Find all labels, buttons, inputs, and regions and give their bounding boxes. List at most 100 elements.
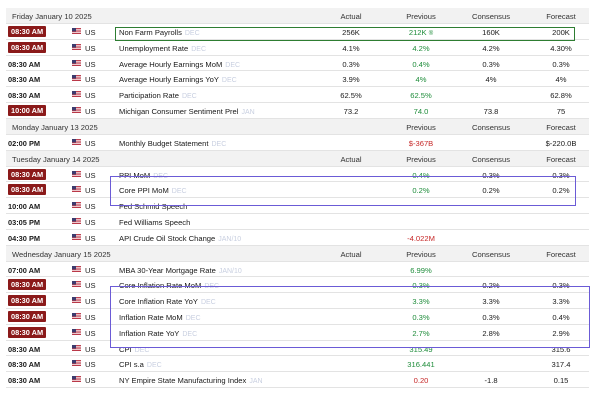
event-forecast: 75 [556,106,566,116]
us-flag-icon [72,297,81,304]
event-name[interactable]: Average Hourly Earnings YoY DEC [119,75,237,84]
event-consensus: -1.8 [484,376,498,386]
event-name-text[interactable]: Core Inflation Rate MoM [119,281,202,291]
event-name[interactable]: NY Empire State Manufacturing Index JAN [119,376,263,385]
event-forecast: 2.9% [552,328,570,338]
event-name-text[interactable]: Inflation Rate YoY [119,328,180,338]
us-flag-icon [72,106,81,113]
event-previous-value: 0.3% [412,281,430,291]
us-flag-icon [72,75,81,82]
event-name-text[interactable]: CPI [119,344,132,354]
day-header: Wednesday January 15 2025 Actual Previous C… [6,245,589,262]
event-row[interactable]: 08:30 AM US NY Empire State Manufacturing … [6,372,589,388]
event-row[interactable]: 07:00 AM US MBA 30-Year Mortgage Rate JAN/1… [6,262,589,278]
event-row[interactable]: 08:30 AM US Participation Rate DEC 62.5% 62.5… [6,87,589,103]
event-name[interactable]: Inflation Rate YoY DEC [119,329,197,338]
event-time: 07:00 AM [8,265,41,275]
event-row[interactable]: 08:30 AM US Inflation Rate MoM DEC 0.3% 0.3% 0… [6,309,589,325]
event-row[interactable]: 02:00 PM US Monthly Budget Statement DEC $-3… [6,135,589,151]
event-row[interactable]: 08:30 AM US CPI s.a DEC 316.441 317.4 [6,356,589,373]
event-name-text[interactable]: Michigan Consumer Sentiment Prel [119,106,239,116]
event-name[interactable]: Fed Schmid Speech [119,202,190,211]
event-country: US [85,281,96,291]
event-name[interactable]: PPI MoM DEC [119,171,168,180]
event-name-text[interactable]: Monthly Budget Statement [119,138,209,148]
event-row[interactable]: 08:30 AM US Core Inflation Rate YoY DEC 3.3%… [6,293,589,309]
event-forecast: 4% [555,75,567,85]
event-name-text[interactable]: Average Hourly Earnings MoM [119,59,223,69]
event-name-text[interactable]: Core Inflation Rate YoY [119,297,198,307]
event-name-text[interactable]: Average Hourly Earnings YoY [119,75,219,85]
header-previous: Previous [406,12,436,21]
event-previous: $-367B [376,139,466,148]
event-reference: DEC [191,45,207,53]
event-row[interactable]: 08:30 AM US Core Inflation Rate MoM DEC 0.3%… [6,277,589,294]
event-row[interactable]: 08:30 AM US Unemployment Rate DEC 4.1% 4.2% 4.… [6,40,589,56]
us-flag-icon [72,170,81,177]
event-previous-value: 0.20 [413,376,429,386]
event-name[interactable]: Fed Williams Speech [119,218,193,227]
event-name-text[interactable]: Fed Williams Speech [119,217,191,227]
event-actual: 4.1% [342,43,360,53]
event-previous: 0.4% [376,60,466,69]
event-name-text[interactable]: CPI s.a [119,360,144,370]
event-name-text[interactable]: Unemployment Rate [119,43,189,53]
event-name[interactable]: Core Inflation Rate MoM DEC [119,281,219,290]
event-name[interactable]: Core Inflation Rate YoY DEC [119,297,216,306]
event-row[interactable]: 08:30 AM US CPI DEC 315.49 315.6 [6,341,589,357]
event-name[interactable]: CPI DEC [119,345,149,354]
event-name-text[interactable]: NY Empire State Manufacturing Index [119,376,247,386]
event-name-text[interactable]: Fed Schmid Speech [119,202,188,212]
event-name[interactable]: Non Farm Payrolls DEC [119,28,200,37]
event-name-text[interactable]: Core PPI MoM [119,186,169,196]
event-previous: 316.441 [376,360,466,369]
event-name[interactable]: Michigan Consumer Sentiment Prel JAN [119,107,255,116]
header-consensus: Consensus [472,249,510,259]
event-name[interactable]: Monthly Budget Statement DEC [119,139,226,148]
event-row[interactable]: 08:30 AM US Inflation Rate YoY DEC 2.7% 2.8% 2… [6,325,589,341]
event-previous: 315.49 [376,345,466,354]
event-name[interactable]: Inflation Rate MoM DEC [119,313,201,322]
event-name-text[interactable]: Non Farm Payrolls [119,28,182,37]
event-name[interactable]: MBA 30-Year Mortgage Rate JAN/10 [119,266,242,275]
event-reference: DEC [185,314,201,322]
event-row[interactable]: 08:30 AM US Average Hourly Earnings YoY DEC… [6,71,589,88]
event-name-text[interactable]: Inflation Rate MoM [119,312,183,322]
event-consensus: 0.3% [482,59,500,69]
event-country: US [85,344,96,354]
event-row[interactable]: 08:30 AM US Average Hourly Earnings MoM DEC… [6,56,589,72]
day-date: Friday January 10 2025 [12,12,92,21]
event-name[interactable]: Core PPI MoM DEC [119,186,187,195]
event-forecast: 0.3% [552,59,570,69]
event-previous: 6.99% [376,266,466,275]
header-forecast: Forecast [546,154,576,164]
event-name-text[interactable]: API Crude Oil Stock Change [119,233,216,243]
event-consensus: 0.3% [482,312,500,322]
header-forecast: Forecast [546,12,576,21]
event-actual: 73.2 [343,106,359,116]
event-name-text[interactable]: PPI MoM [119,170,151,180]
event-time: 10:00 AM [8,104,46,116]
us-flag-icon [72,312,81,319]
event-row[interactable]: 04:30 PM US API Crude Oil Stock Change JAN/… [6,230,589,246]
event-country: US [85,28,96,37]
event-previous-value: 4% [415,75,427,85]
event-consensus: 4.2% [482,43,500,53]
event-row[interactable]: 08:30 AM US Non Farm Payrolls DEC 256K 212K ®… [6,24,589,40]
event-name[interactable]: Participation Rate DEC [119,91,197,100]
us-flag-icon [72,138,81,145]
event-row[interactable]: 08:30 AM US Core PPI MoM DEC 0.2% 0.2% 0.2% [6,182,589,199]
event-row[interactable]: 10:00 AM US Fed Schmid Speech [6,198,589,214]
event-name[interactable]: API Crude Oil Stock Change JAN/10 [119,234,241,243]
event-consensus: 3.3% [482,297,500,307]
event-reference: DEC [200,299,216,307]
event-row[interactable]: 10:00 AM US Michigan Consumer Sentiment Pr… [6,103,589,119]
event-row[interactable]: 08:30 AM US PPI MoM DEC 0.4% 0.3% 0.3% [6,167,589,183]
event-name-text[interactable]: Participation Rate [119,91,179,101]
event-consensus: 0.2% [482,281,500,291]
event-name[interactable]: CPI s.a DEC [119,360,162,369]
event-name[interactable]: Unemployment Rate DEC [119,44,206,53]
event-name-text[interactable]: MBA 30-Year Mortgage Rate [119,265,216,275]
event-name[interactable]: Average Hourly Earnings MoM DEC [119,60,240,69]
event-row[interactable]: 03:05 PM US Fed Williams Speech [6,214,589,230]
